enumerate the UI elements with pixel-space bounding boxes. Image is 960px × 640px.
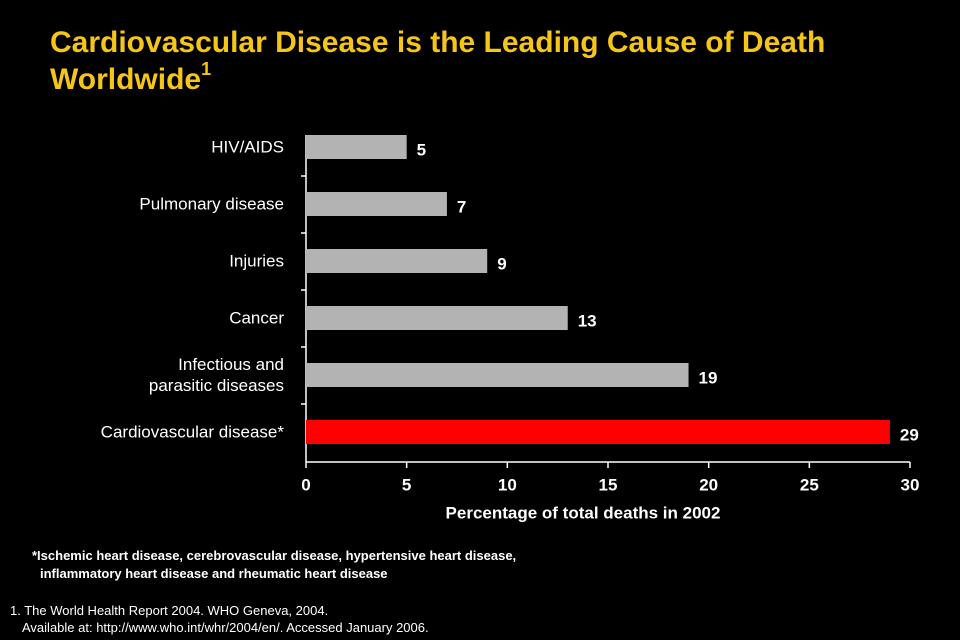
chart-title: Cardiovascular Disease is the Leading Ca… — [50, 24, 930, 98]
x-tick-label: 30 — [901, 475, 920, 494]
x-tick-label: 10 — [498, 475, 517, 494]
x-tick-label: 5 — [402, 475, 411, 494]
y-tick-label: HIV/AIDS — [211, 137, 284, 157]
bar — [306, 363, 689, 387]
footnote: *Ischemic heart disease, cerebrovascular… — [32, 548, 517, 563]
x-axis-label: Percentage of total deaths in 2002 — [446, 503, 721, 522]
bar — [306, 249, 488, 273]
value-label: 19 — [699, 368, 718, 387]
value-label: 7 — [457, 197, 466, 216]
reference: 1. The World Health Report 2004. WHO Gen… — [10, 603, 329, 618]
title-text: Cardiovascular Disease is the Leading Ca… — [50, 26, 826, 96]
x-tick-label: 20 — [699, 475, 718, 494]
y-tick-label: Pulmonary disease — [139, 194, 284, 214]
y-tick-label: Injuries — [229, 251, 284, 271]
value-label: 29 — [900, 425, 919, 444]
bar — [306, 135, 407, 159]
bar — [306, 420, 890, 444]
footnote: inflammatory heart disease and rheumatic… — [40, 566, 388, 581]
x-tick-label: 0 — [301, 475, 310, 494]
value-label: 9 — [497, 254, 506, 273]
title-superscript: 1 — [201, 59, 212, 79]
y-tick-label: Infectious and parasitic diseases — [148, 355, 284, 395]
y-tick-label: Cardiovascular disease* — [100, 422, 284, 442]
value-label: 5 — [417, 140, 426, 159]
bar — [306, 306, 568, 330]
value-label: 13 — [578, 311, 597, 330]
x-tick-label: 25 — [800, 475, 819, 494]
x-tick-label: 15 — [599, 475, 618, 494]
reference: Available at: http://www.who.int/whr/200… — [22, 620, 429, 635]
bar — [306, 192, 447, 216]
y-tick-label: Cancer — [229, 308, 284, 328]
